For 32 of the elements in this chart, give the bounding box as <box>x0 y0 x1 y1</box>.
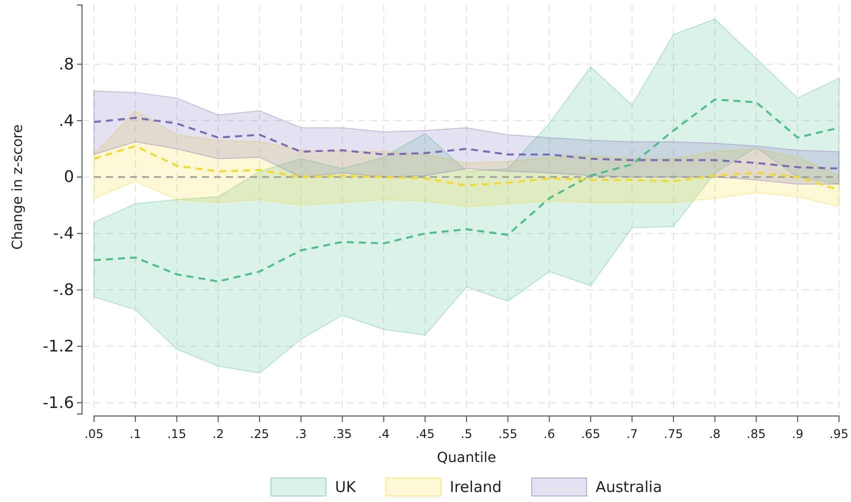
x-tick-label: .25 <box>250 427 270 442</box>
y-tick-label: -1.2 <box>42 336 74 356</box>
x-tick-label: .6 <box>544 427 556 442</box>
legend-label: Ireland <box>450 478 502 496</box>
x-tick-label: .3 <box>295 427 307 442</box>
x-tick-label: .2 <box>212 427 224 442</box>
x-tick-label: .7 <box>626 427 638 442</box>
y-tick-label: .4 <box>58 110 74 130</box>
x-tick-label: .95 <box>829 427 849 442</box>
legend-label: UK <box>334 478 357 496</box>
x-tick-label: .75 <box>664 427 683 442</box>
x-tick-label: .85 <box>746 427 766 442</box>
x-tick-label: .45 <box>416 427 435 442</box>
x-tick-label: .05 <box>84 427 104 442</box>
x-tick-label: .4 <box>378 427 390 442</box>
y-tick-label: -1.6 <box>42 392 74 412</box>
y-tick-label: -.4 <box>52 224 74 243</box>
x-tick-label: .1 <box>130 427 142 442</box>
x-tick-label: .9 <box>792 427 804 442</box>
x-axis-title: Quantile <box>436 450 496 466</box>
y-axis-title: Change in z-score <box>10 124 26 250</box>
y-tick-label: -.8 <box>52 280 74 300</box>
y-tick-label: 0 <box>64 167 74 186</box>
x-tick-label: .55 <box>498 427 518 442</box>
y-tick-label: .8 <box>58 54 74 74</box>
x-tick-label: .15 <box>167 427 186 442</box>
x-tick-label: .8 <box>709 427 721 442</box>
x-tick-label: .35 <box>332 427 352 442</box>
x-tick-label: .65 <box>581 427 600 442</box>
line-series <box>93 116 840 170</box>
x-tick-label: .5 <box>460 427 472 442</box>
legend-label: Australia <box>596 478 662 496</box>
